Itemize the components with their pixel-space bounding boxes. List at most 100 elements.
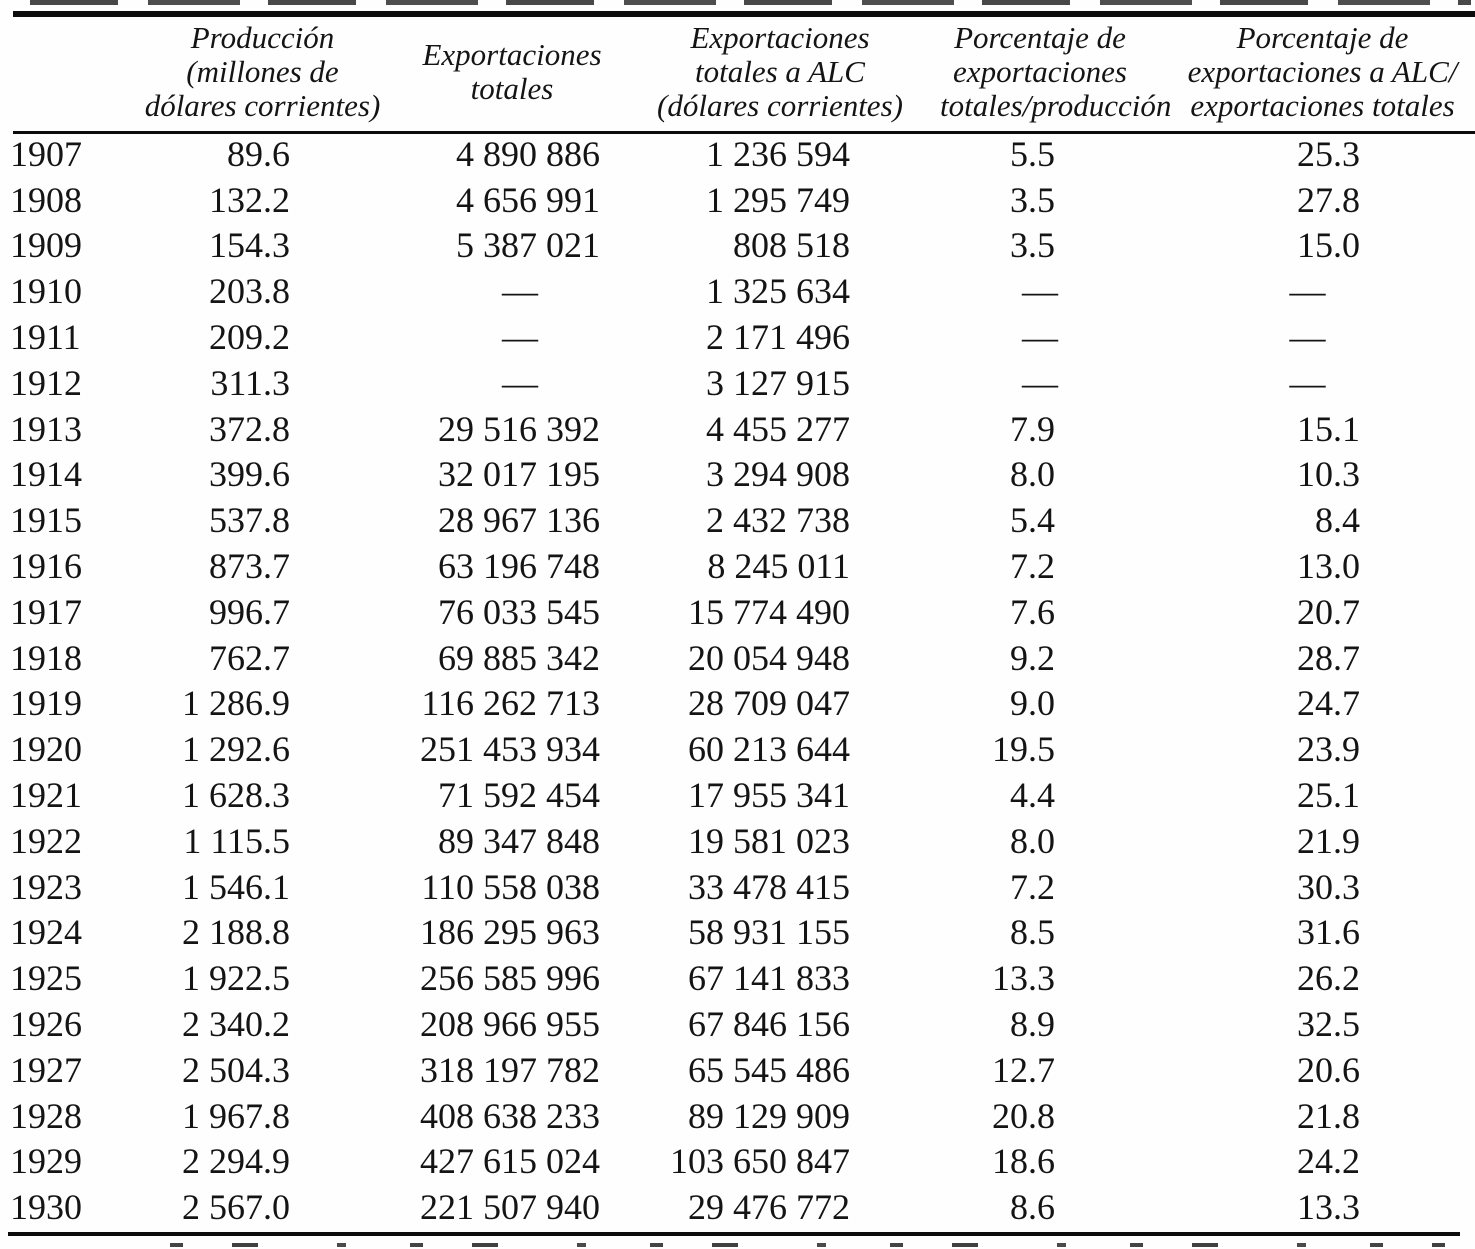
year-cell: 1909 [10, 225, 82, 266]
table-row: 1909 154.3 5 387 021 808 518 3.5 15.0 [0, 223, 1475, 269]
exportaciones-totales-cell: 427 615 024 [420, 1141, 600, 1182]
exportaciones-alc-cell: 15 774 490 [688, 591, 850, 632]
exportaciones-totales-cell: 110 558 038 [421, 866, 600, 907]
pct-totales-produccion-cell: 8.6 [1010, 1187, 1055, 1228]
year-cell: 1921 [10, 775, 82, 816]
year-cell: 1922 [10, 820, 82, 861]
table-row: 1912 311.3 — 3 127 915 — — [0, 360, 1475, 406]
table-row: 1916 873.7 63 196 748 8 245 011 7.2 13.0 [0, 543, 1475, 589]
exportaciones-totales-cell: 29 516 392 [438, 408, 600, 449]
pct-totales-produccion-cell: 19.5 [992, 729, 1055, 770]
year-cell: 1912 [10, 362, 82, 403]
year-cell: 1928 [10, 1095, 82, 1136]
produccion-cell: 132.2 [209, 179, 290, 220]
table-row: 1908 132.2 4 656 991 1 295 749 3.5 27.8 [0, 177, 1475, 223]
exportaciones-alc-cell: 103 650 847 [670, 1141, 850, 1182]
exportaciones-alc-cell: 2 432 738 [706, 500, 850, 541]
header-line: (millones de [186, 54, 339, 89]
exportaciones-totales-cell: 63 196 748 [438, 546, 600, 587]
pct-alc-totales-cell: 13.0 [1297, 546, 1360, 587]
pct-totales-produccion-cell: 8.9 [1010, 1004, 1055, 1045]
data-table: Producción (millones de dólares corrient… [0, 17, 1475, 1230]
pct-totales-produccion-cell: 9.0 [1010, 683, 1055, 724]
table-row: 1925 1 922.5 256 585 996 67 141 833 13.3… [0, 955, 1475, 1001]
table-row: 1921 1 628.3 71 592 454 17 955 341 4.4 2… [0, 772, 1475, 818]
header-line: totales/producción [940, 88, 1172, 123]
exportaciones-totales-cell: 5 387 021 [456, 225, 600, 266]
exportaciones-alc-cell: 89 129 909 [688, 1095, 850, 1136]
pct-totales-produccion-cell: 4.4 [1010, 775, 1055, 816]
produccion-cell: 2 340.2 [182, 1004, 290, 1045]
exportaciones-totales-cell: — [502, 271, 538, 312]
produccion-cell: 1 292.6 [182, 729, 290, 770]
pct-alc-totales-cell: 28.7 [1297, 637, 1360, 678]
pct-totales-produccion-cell: 3.5 [1010, 179, 1055, 220]
exportaciones-alc-cell: 20 054 948 [688, 637, 850, 678]
pct-alc-totales-cell: 25.3 [1297, 133, 1360, 174]
pct-alc-totales-cell: 25.1 [1297, 775, 1360, 816]
exportaciones-totales-cell: 116 262 713 [421, 683, 600, 724]
pct-totales-produccion-cell: — [1022, 317, 1058, 358]
cropped-text-top-edge [30, 0, 1471, 5]
table-row: 1919 1 286.9 116 262 713 28 709 047 9.0 … [0, 681, 1475, 727]
pct-alc-totales-cell: 20.6 [1297, 1049, 1360, 1090]
exportaciones-alc-cell: 17 955 341 [688, 775, 850, 816]
exportaciones-alc-cell: 67 141 833 [688, 958, 850, 999]
pct-totales-produccion-cell: 5.5 [1010, 133, 1055, 174]
produccion-cell: 1 546.1 [182, 866, 290, 907]
pct-alc-totales-cell: — [1289, 362, 1326, 403]
exportaciones-alc-cell: 29 476 772 [688, 1187, 850, 1228]
header-row: Producción (millones de dólares corrient… [0, 17, 1475, 131]
exportaciones-totales-cell: 32 017 195 [438, 454, 600, 495]
table-row: 1930 2 567.0 221 507 940 29 476 772 8.6 … [0, 1184, 1475, 1230]
exportaciones-alc-cell: 1 236 594 [706, 133, 850, 174]
table-row: 1927 2 504.3 318 197 782 65 545 486 12.7… [0, 1047, 1475, 1093]
table-row: 1910 203.8 — 1 325 634 — — [0, 268, 1475, 314]
pct-alc-totales-cell: 10.3 [1297, 454, 1360, 495]
pct-totales-produccion-cell: 7.2 [1010, 866, 1055, 907]
header-pct-totales-produccion: Porcentaje de exportaciones totales/prod… [940, 17, 1172, 131]
exportaciones-alc-cell: 1 295 749 [706, 179, 850, 220]
exportaciones-totales-cell: — [502, 362, 538, 403]
pct-totales-produccion-cell: 3.5 [1010, 225, 1055, 266]
year-cell: 1915 [10, 500, 82, 541]
exportaciones-totales-cell: 256 585 996 [420, 958, 600, 999]
pct-alc-totales-cell: — [1289, 271, 1326, 312]
exportaciones-totales-cell: 251 453 934 [420, 729, 600, 770]
table-row: 1924 2 188.8 186 295 963 58 931 155 8.5 … [0, 910, 1475, 956]
pct-alc-totales-cell: 20.7 [1297, 591, 1360, 632]
produccion-cell: 209.2 [209, 317, 290, 358]
exportaciones-totales-cell: 208 966 955 [420, 1004, 600, 1045]
pct-alc-totales-cell: 23.9 [1297, 729, 1360, 770]
header-line: (dólares corrientes) [657, 88, 903, 123]
pct-totales-produccion-cell: 12.7 [992, 1049, 1055, 1090]
produccion-cell: 2 567.0 [182, 1187, 290, 1228]
year-cell: 1907 [10, 133, 82, 174]
year-cell: 1910 [10, 271, 82, 312]
header-line: Porcentaje de [1236, 20, 1409, 55]
pct-totales-produccion-cell: 7.9 [1010, 408, 1055, 449]
produccion-cell: 311.3 [210, 362, 290, 403]
year-cell: 1914 [10, 454, 82, 495]
year-cell: 1923 [10, 866, 82, 907]
pct-alc-totales-cell: 27.8 [1297, 179, 1360, 220]
table-header: Producción (millones de dólares corrient… [0, 17, 1475, 131]
exportaciones-totales-cell: 89 347 848 [438, 820, 600, 861]
pct-alc-totales-cell: 24.2 [1297, 1141, 1360, 1182]
header-line: totales a ALC [695, 54, 865, 89]
table-row: 1923 1 546.1 110 558 038 33 478 415 7.2 … [0, 864, 1475, 910]
exportaciones-alc-cell: 4 455 277 [706, 408, 850, 449]
table-row: 1917 996.7 76 033 545 15 774 490 7.6 20.… [0, 589, 1475, 635]
header-separator-rule [13, 131, 1475, 134]
exportaciones-alc-cell: 65 545 486 [688, 1049, 850, 1090]
exportaciones-alc-cell: 33 478 415 [688, 866, 850, 907]
produccion-cell: 996.7 [209, 591, 290, 632]
exportaciones-alc-cell: 19 581 023 [688, 820, 850, 861]
table-row: 1926 2 340.2 208 966 955 67 846 156 8.9 … [0, 1001, 1475, 1047]
table-row: 1922 1 115.5 89 347 848 19 581 023 8.0 2… [0, 818, 1475, 864]
pct-totales-produccion-cell: 5.4 [1010, 500, 1055, 541]
exportaciones-alc-cell: 8 245 011 [707, 546, 850, 587]
header-exportaciones-alc: Exportaciones totales a ALC (dólares cor… [620, 17, 940, 131]
table-row: 1907 89.6 4 890 886 1 236 594 5.5 25.3 [0, 131, 1475, 177]
produccion-cell: 2 294.9 [182, 1141, 290, 1182]
